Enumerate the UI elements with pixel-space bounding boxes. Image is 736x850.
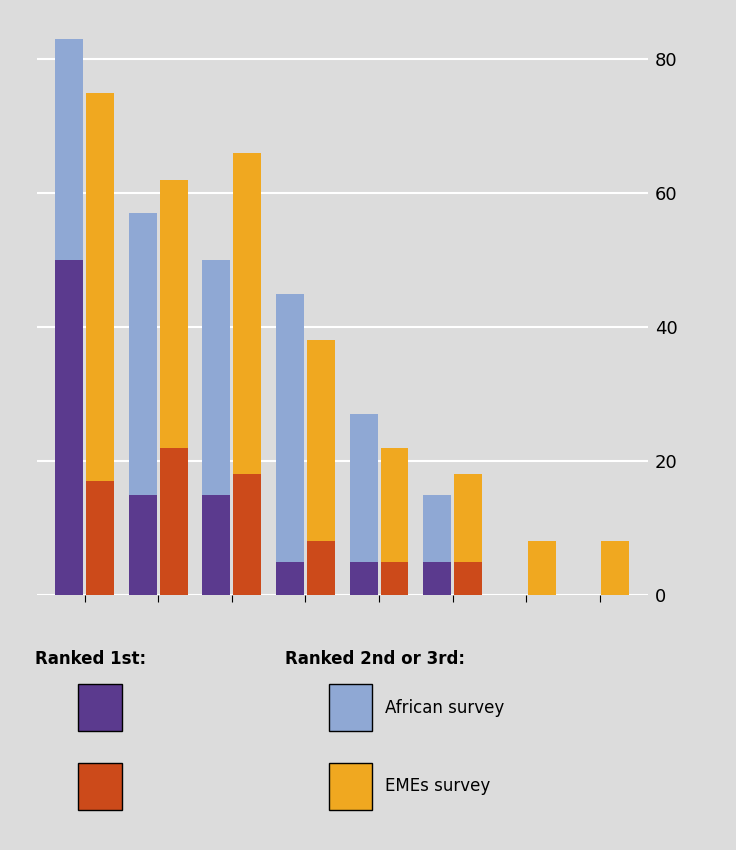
Bar <box>381 562 408 595</box>
FancyBboxPatch shape <box>78 763 122 809</box>
Bar <box>454 474 482 562</box>
Bar <box>202 260 230 495</box>
Bar <box>528 541 556 595</box>
Bar <box>381 448 408 562</box>
FancyBboxPatch shape <box>78 684 122 731</box>
Bar <box>307 340 335 541</box>
Bar <box>202 495 230 595</box>
Bar <box>350 562 378 595</box>
FancyBboxPatch shape <box>328 763 372 809</box>
Bar <box>233 474 261 595</box>
Bar <box>160 179 188 448</box>
Text: Ranked 1st:: Ranked 1st: <box>35 650 146 668</box>
Bar <box>55 39 83 260</box>
FancyBboxPatch shape <box>328 684 372 731</box>
Bar <box>86 93 114 481</box>
Text: Ranked 2nd or 3rd:: Ranked 2nd or 3rd: <box>285 650 465 668</box>
Bar <box>423 495 451 562</box>
Bar <box>350 414 378 562</box>
Bar <box>55 260 83 595</box>
Bar <box>129 213 157 495</box>
Bar <box>276 293 304 562</box>
Bar <box>454 562 482 595</box>
Bar <box>86 481 114 595</box>
Bar <box>129 495 157 595</box>
Bar <box>423 562 451 595</box>
Bar <box>307 541 335 595</box>
Bar <box>233 153 261 474</box>
Bar <box>601 541 629 595</box>
Text: EMEs survey: EMEs survey <box>385 777 490 796</box>
Bar <box>160 448 188 595</box>
Bar <box>276 562 304 595</box>
Text: African survey: African survey <box>385 699 504 717</box>
